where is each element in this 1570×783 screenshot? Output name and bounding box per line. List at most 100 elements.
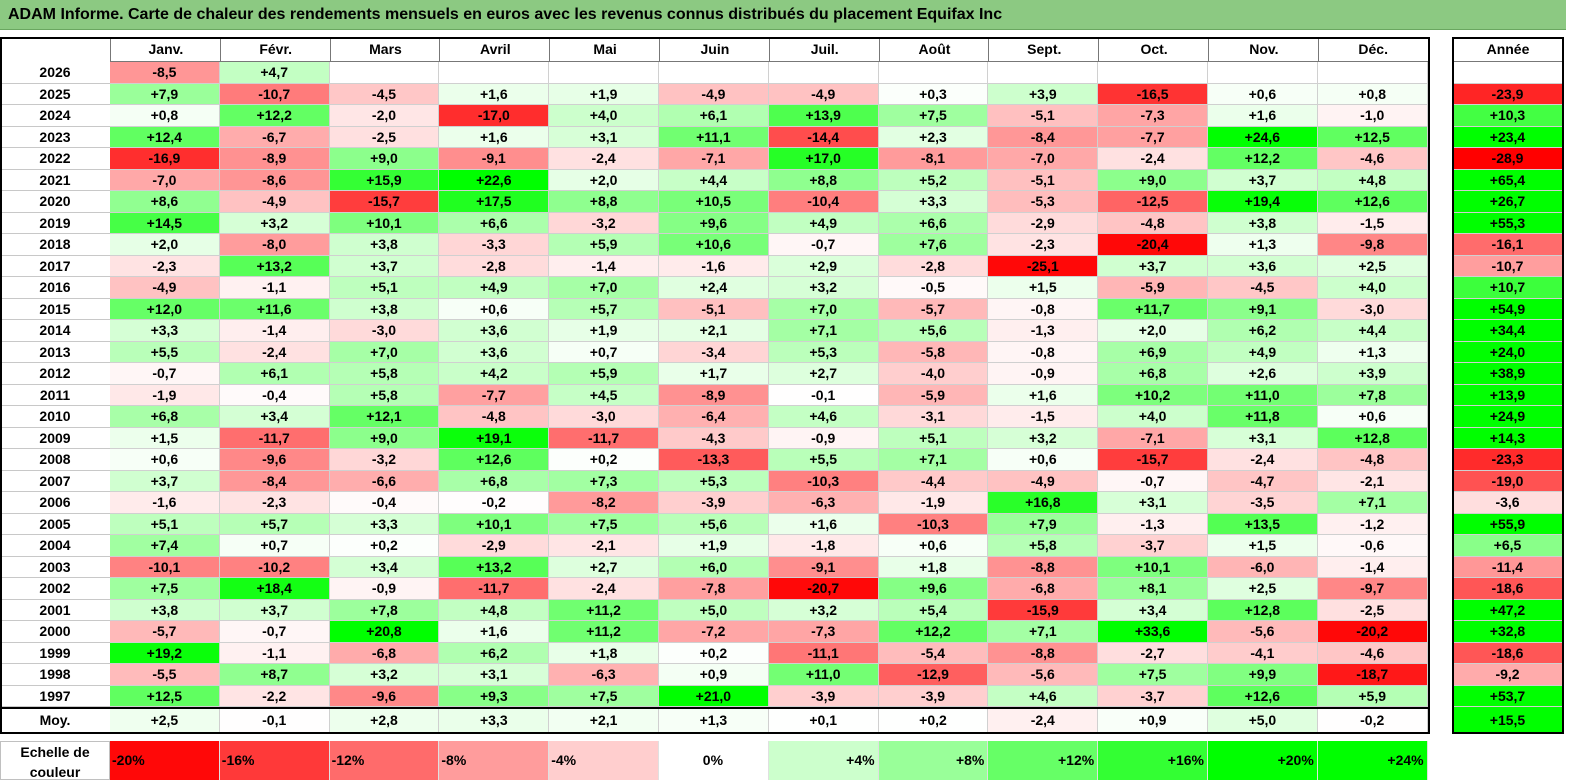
year-total-cell: +6,5 bbox=[1452, 535, 1564, 557]
heatmap-cell: -8,2 bbox=[549, 492, 659, 514]
heatmap-cell: +5,9 bbox=[549, 363, 659, 385]
row-label: 2021 bbox=[0, 170, 110, 191]
heatmap-cell: +0,6 bbox=[110, 449, 220, 471]
row-label: 2024 bbox=[0, 105, 110, 127]
row-label: 2016 bbox=[0, 277, 110, 299]
heatmap-cell: +0,6 bbox=[439, 298, 550, 320]
year-total-cell: +32,8 bbox=[1452, 621, 1564, 643]
year-total-cell: -23,9 bbox=[1452, 83, 1564, 105]
heatmap-cell: +7,6 bbox=[878, 234, 989, 256]
heatmap-cell: +3,2 bbox=[768, 599, 879, 621]
heatmap-cell: -0,4 bbox=[329, 492, 440, 514]
heatmap-cell: +4,9 bbox=[439, 277, 550, 299]
heatmap-cell: -8,6 bbox=[219, 169, 330, 191]
heatmap-cell: -8,8 bbox=[988, 556, 1099, 578]
heatmap-cell bbox=[1208, 62, 1318, 84]
heatmap-cell: -9,6 bbox=[329, 685, 440, 707]
heatmap-cell: +3,1 bbox=[1208, 427, 1318, 449]
heatmap-cell: -2,9 bbox=[439, 535, 550, 557]
heatmap-cell: +3,1 bbox=[439, 664, 550, 686]
heatmap-cell: -6,6 bbox=[329, 470, 440, 492]
year-header: Année bbox=[1452, 37, 1564, 62]
heatmap-cell: -2,3 bbox=[219, 492, 330, 514]
heatmap-cell: +9,0 bbox=[1098, 169, 1208, 191]
heatmap-cell: +7,5 bbox=[110, 578, 220, 600]
heatmap-cell: +5,7 bbox=[549, 298, 659, 320]
heatmap-cell: +5,5 bbox=[768, 449, 879, 471]
heatmap-cell: +0,7 bbox=[219, 535, 330, 557]
year-total-cell: -28,9 bbox=[1452, 148, 1564, 170]
heatmap-cell: +9,0 bbox=[329, 427, 440, 449]
heatmap-cell: +3,9 bbox=[988, 83, 1099, 105]
heatmap-cell: +2,5 bbox=[1208, 578, 1318, 600]
row-label: 2010 bbox=[0, 406, 110, 428]
heatmap-cell: +7,3 bbox=[549, 470, 659, 492]
heatmap-cell: +5,3 bbox=[768, 341, 879, 363]
heatmap-cell: -2,7 bbox=[1098, 642, 1208, 664]
color-scale-stop: +20% bbox=[1208, 741, 1318, 780]
heatmap-cell: +8,1 bbox=[1098, 578, 1208, 600]
month-header: Nov. bbox=[1208, 37, 1319, 62]
row-label: 2004 bbox=[0, 535, 110, 557]
heatmap-cell: +5,6 bbox=[659, 513, 769, 535]
row-label: 2001 bbox=[0, 600, 110, 621]
heatmap-cell: -14,4 bbox=[768, 126, 879, 148]
heatmap-cell: +2,7 bbox=[549, 556, 659, 578]
heatmap-cell: +12,0 bbox=[110, 298, 220, 320]
heatmap-cell: -12,5 bbox=[1098, 191, 1208, 213]
chart-title: ADAM Informe. Carte de chaleur des rende… bbox=[0, 0, 1566, 30]
heatmap-cell: -1,8 bbox=[768, 535, 879, 557]
heatmap-cell: +1,7 bbox=[659, 363, 769, 385]
heatmap-cell: +4,6 bbox=[988, 685, 1099, 707]
heatmap-cell: +2,4 bbox=[659, 277, 769, 299]
heatmap-cell: -10,4 bbox=[768, 191, 879, 213]
heatmap-cell: +3,6 bbox=[439, 341, 550, 363]
heatmap-cell: +1,8 bbox=[549, 642, 659, 664]
heatmap-cell: -0,6 bbox=[1317, 535, 1428, 557]
heatmap-cell: +3,9 bbox=[1317, 363, 1428, 385]
heatmap-cell: -1,3 bbox=[1098, 513, 1208, 535]
heatmap-cell bbox=[439, 62, 550, 84]
heatmap-cell: +22,6 bbox=[439, 169, 550, 191]
heatmap-cell: +10,2 bbox=[1098, 384, 1208, 406]
heatmap-cell: +7,1 bbox=[878, 449, 989, 471]
year-total-cell bbox=[1452, 62, 1564, 84]
heatmap-cell: -0,7 bbox=[219, 621, 330, 643]
heatmap-cell: -5,6 bbox=[1208, 621, 1318, 643]
heatmap-cell: +7,8 bbox=[329, 599, 440, 621]
heatmap-cell: +4,9 bbox=[768, 212, 879, 234]
row-label: 2009 bbox=[0, 428, 110, 449]
heatmap-cell: -16,9 bbox=[110, 148, 220, 170]
heatmap-cell: +11,0 bbox=[768, 664, 879, 686]
heatmap-cell: +8,8 bbox=[549, 191, 659, 213]
heatmap-cell: +3,4 bbox=[219, 406, 330, 428]
heatmap-cell: +5,8 bbox=[329, 363, 440, 385]
heatmap-cell: -3,5 bbox=[1208, 492, 1318, 514]
average-separator bbox=[0, 707, 1428, 709]
color-scale-stop: +24% bbox=[1317, 741, 1428, 780]
heatmap-cell: -11,7 bbox=[439, 578, 550, 600]
heatmap-cell: -0,1 bbox=[768, 384, 879, 406]
year-total-cell: -18,6 bbox=[1452, 578, 1564, 600]
heatmap-cell: +0,2 bbox=[549, 449, 659, 471]
heatmap-cell: -1,9 bbox=[110, 384, 220, 406]
row-label: 1998 bbox=[0, 664, 110, 686]
heatmap-cell: -8,5 bbox=[110, 62, 220, 84]
heatmap-cell: -4,0 bbox=[878, 363, 989, 385]
row-label: 2007 bbox=[0, 471, 110, 492]
heatmap-cell: +6,6 bbox=[439, 212, 550, 234]
heatmap-cell bbox=[659, 62, 769, 84]
heatmap-cell: -1,4 bbox=[549, 255, 659, 277]
heatmap-cell: +5,0 bbox=[659, 599, 769, 621]
heatmap-cell: -3,9 bbox=[768, 685, 879, 707]
heatmap-cell: +12,6 bbox=[439, 449, 550, 471]
heatmap-cell: -1,1 bbox=[219, 277, 330, 299]
heatmap-cell: +9,6 bbox=[878, 578, 989, 600]
heatmap-cell: +19,1 bbox=[439, 427, 550, 449]
heatmap-cell: -3,1 bbox=[878, 406, 989, 428]
heatmap-cell: -7,7 bbox=[439, 384, 550, 406]
heatmap-cell: -5,1 bbox=[988, 105, 1099, 127]
average-cell: +1,3 bbox=[659, 707, 769, 734]
heatmap-cell: +19,4 bbox=[1208, 191, 1318, 213]
heatmap-cell: -7,3 bbox=[1098, 105, 1208, 127]
